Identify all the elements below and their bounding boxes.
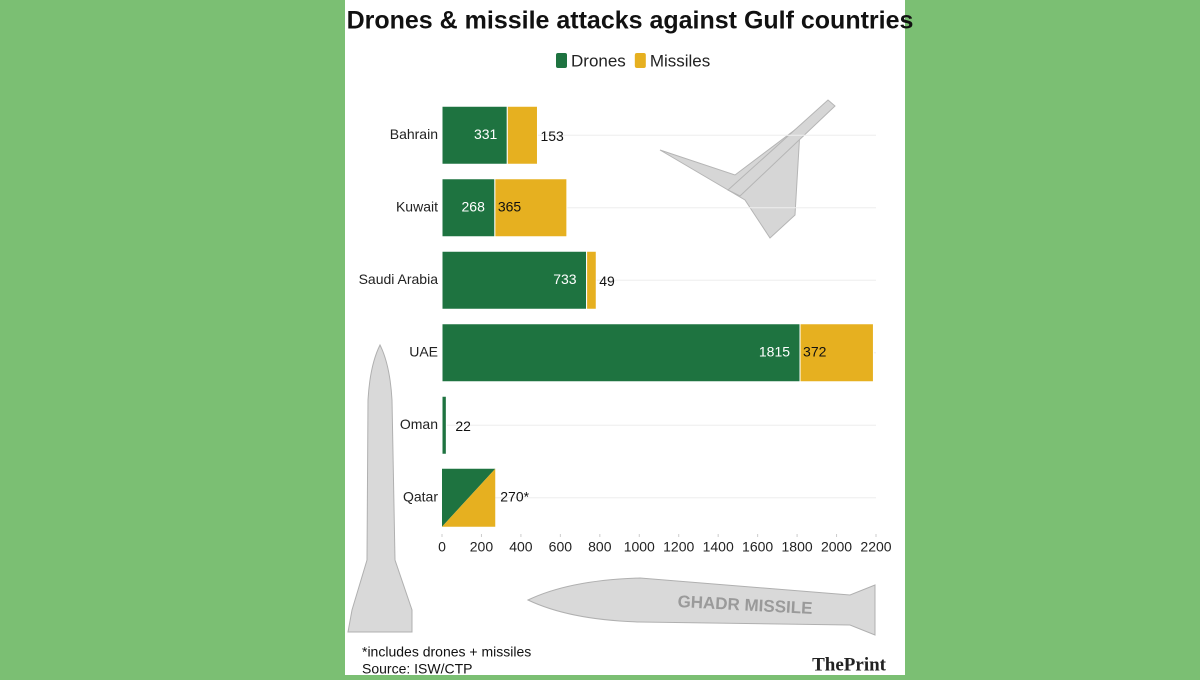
- bar-combined-missiles: [442, 468, 496, 527]
- bar: [441, 178, 496, 238]
- bar: [494, 178, 568, 238]
- y-tick-label: UAE: [409, 343, 438, 359]
- x-tick-label: 2000: [821, 539, 852, 555]
- bar: [441, 323, 801, 383]
- bar: [441, 105, 508, 165]
- value-label: 331: [474, 126, 498, 142]
- bar: [799, 323, 874, 383]
- value-label: 733: [553, 271, 577, 287]
- bar: [586, 250, 597, 310]
- rocket-illustration: [347, 343, 413, 633]
- legend-label: Missiles: [650, 51, 710, 70]
- y-tick-label: Saudi Arabia: [359, 271, 439, 287]
- x-tick-label: 2200: [860, 539, 891, 555]
- brand: ThePrint: [812, 654, 887, 675]
- x-tick-label: 1400: [703, 539, 734, 555]
- y-tick-label: Qatar: [403, 488, 438, 504]
- value-label: 365: [498, 198, 522, 214]
- value-label: 153: [540, 128, 564, 144]
- x-tick-label: 400: [509, 539, 533, 555]
- x-tick-label: 1000: [624, 539, 655, 555]
- ghadr-missile-illustration: GHADR MISSILE: [526, 577, 876, 636]
- drone-illustration: [659, 99, 836, 239]
- bar: [506, 105, 538, 165]
- bar: [441, 395, 447, 455]
- value-label: 49: [599, 273, 615, 289]
- legend-swatch: [556, 53, 567, 68]
- y-tick-label: Bahrain: [390, 126, 438, 142]
- y-tick-label: Kuwait: [396, 198, 438, 214]
- source: Source: ISW/CTP: [362, 661, 472, 675]
- x-tick-label: 1800: [782, 539, 813, 555]
- chart-title: Drones & missile attacks against Gulf co…: [347, 7, 914, 35]
- legend-swatch: [634, 53, 646, 68]
- footnote: *includes drones + missiles: [362, 644, 531, 660]
- value-label: 270*: [500, 488, 529, 504]
- y-tick-label: Oman: [400, 416, 438, 432]
- value-label: 1815: [759, 343, 790, 359]
- value-label: 372: [803, 343, 827, 359]
- x-tick-label: 800: [588, 539, 612, 555]
- x-tick-label: 1600: [742, 539, 773, 555]
- value-label: 22: [455, 418, 471, 434]
- value-label: 268: [462, 198, 486, 214]
- bar: [441, 250, 588, 310]
- legend-label: Drones: [571, 51, 626, 70]
- bar-combined-drones: [442, 468, 496, 527]
- x-tick-label: 600: [549, 539, 573, 555]
- x-tick-label: 1200: [663, 539, 694, 555]
- x-tick-label: 0: [438, 539, 446, 555]
- x-tick-label: 200: [470, 539, 494, 555]
